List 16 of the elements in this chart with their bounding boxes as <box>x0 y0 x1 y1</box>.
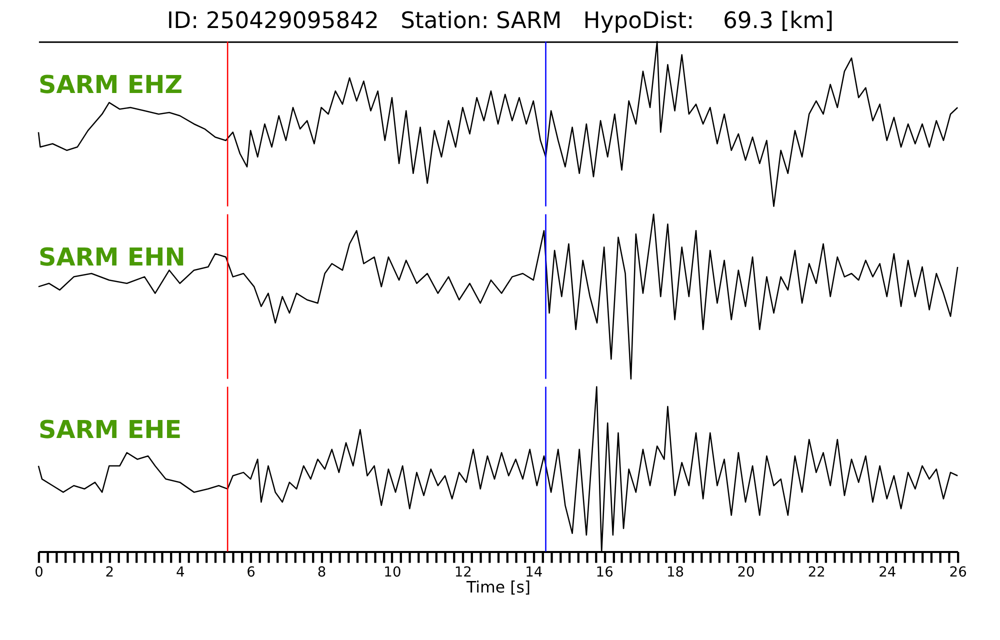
x-tick-label: 10 <box>384 564 402 581</box>
x-tick-label: 8 <box>317 564 326 581</box>
series-label: SARM EHN <box>38 242 186 272</box>
x-tick-label: 22 <box>808 564 826 581</box>
x-tick-label: 2 <box>105 564 114 581</box>
series-label: SARM EHZ <box>38 70 183 99</box>
series-label: SARM EHE <box>38 415 182 444</box>
x-tick-label: 16 <box>596 564 614 581</box>
x-tick-label: 4 <box>176 564 185 581</box>
x-tick-label: 6 <box>246 564 256 581</box>
x-tick-label: 26 <box>949 564 967 581</box>
x-tick-label: 18 <box>666 564 684 581</box>
chart-title: ID: 250429095842 Station: SARM HypoDist: 69.3 [km] <box>166 8 834 34</box>
x-tick-label: 24 <box>878 564 896 581</box>
x-tick-label: 0 <box>34 564 44 581</box>
x-tick-label: 20 <box>737 564 755 581</box>
